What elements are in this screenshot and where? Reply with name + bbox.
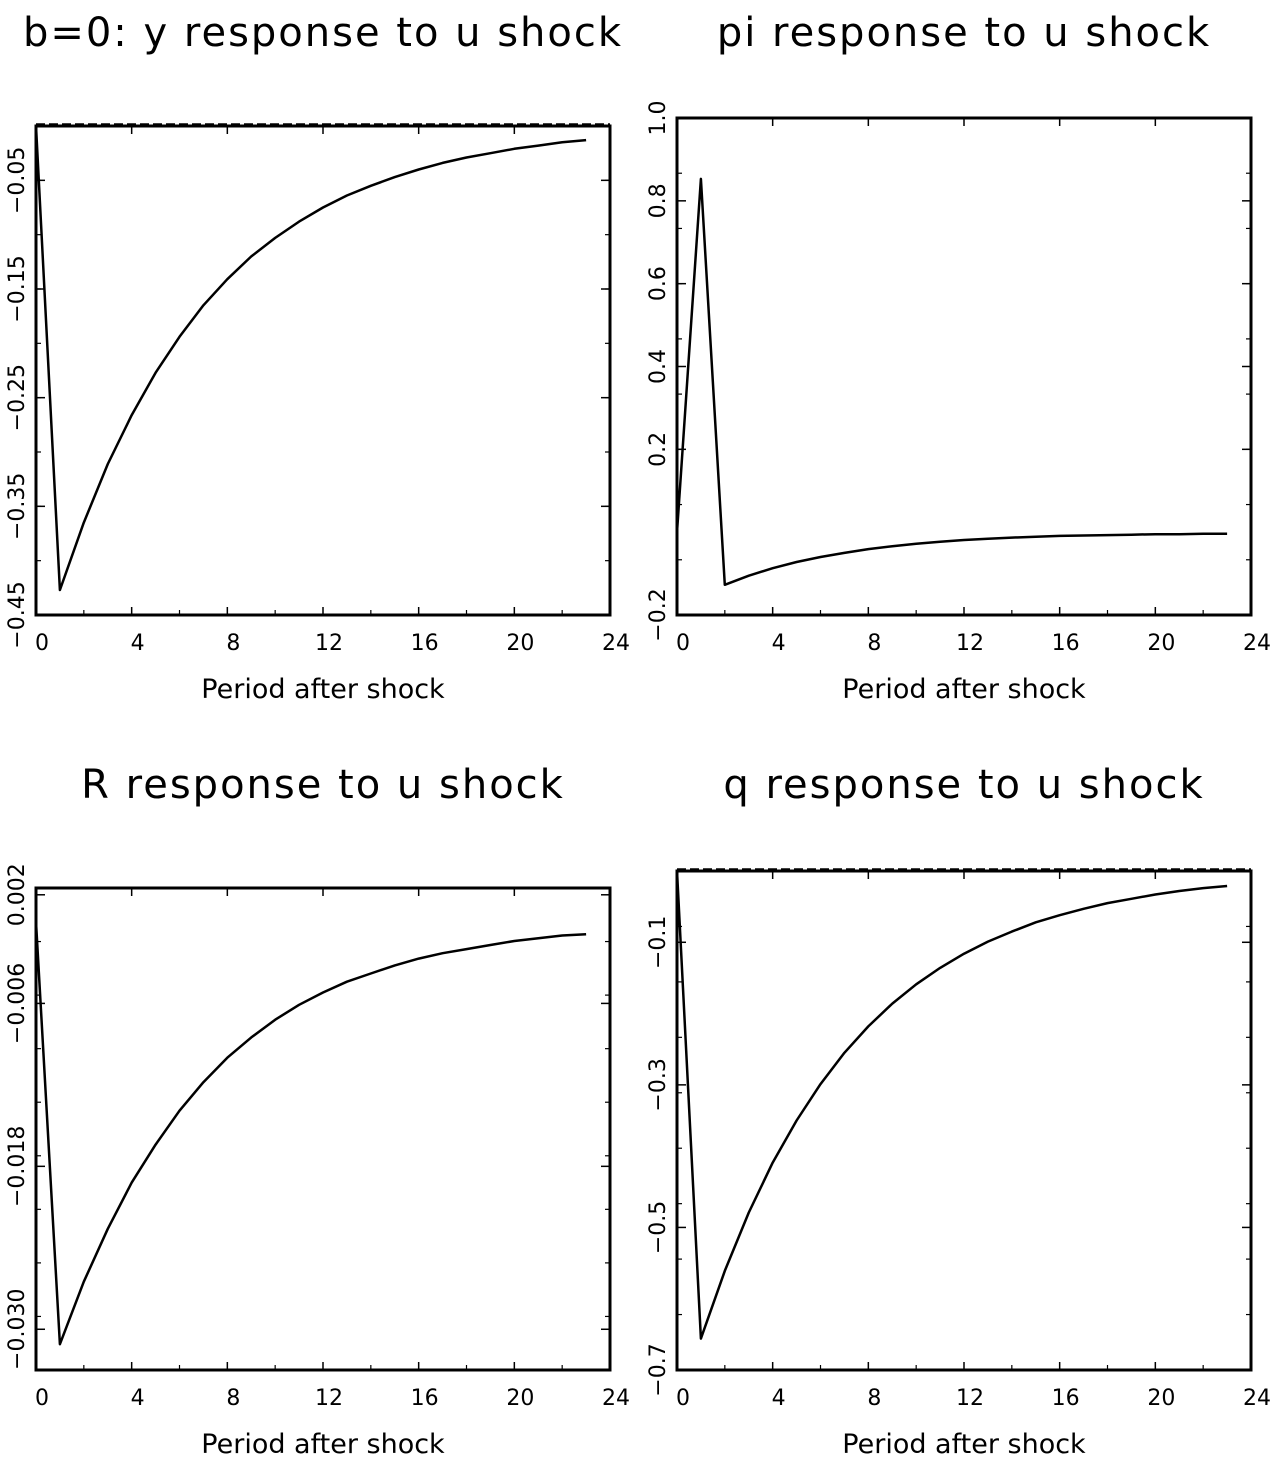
plot-frame bbox=[675, 116, 1253, 617]
chart-title: pi response to u shock bbox=[717, 10, 1211, 56]
x-tick-label: 16 bbox=[1052, 1386, 1080, 1411]
y-tick-label: −0.3 bbox=[646, 1058, 671, 1111]
chart-panel-2: pi response to u shock 0 4 8 12 16 20 24 −0.2 0.2… bbox=[646, 10, 1271, 705]
x-tick-label: 12 bbox=[315, 1386, 343, 1411]
response-line bbox=[675, 177, 1228, 587]
y-tick-label: 0.2 bbox=[646, 432, 671, 467]
chart-panel-3: R response to u shock 0 4 8 12 16 20 24 −0.030 −0… bbox=[5, 762, 630, 1460]
x-tick-label: 12 bbox=[956, 1386, 984, 1411]
y-tick-label: −0.018 bbox=[5, 1126, 30, 1207]
x-axis-label: Period after shock bbox=[842, 1429, 1086, 1460]
chart-title: q response to u shock bbox=[723, 762, 1204, 808]
y-tick-label: −0.5 bbox=[646, 1201, 671, 1254]
x-axis-label: Period after shock bbox=[842, 674, 1086, 705]
x-tick-label: 4 bbox=[131, 1386, 145, 1411]
y-tick-label: −0.030 bbox=[5, 1289, 30, 1370]
x-tick-label: 8 bbox=[226, 1386, 240, 1411]
x-tick-label: 4 bbox=[772, 631, 786, 656]
chart-panel-4: q response to u shock 0 4 8 12 16 20 24 −0.7 −0.5… bbox=[646, 762, 1271, 1460]
x-tick-label: 16 bbox=[1052, 631, 1080, 656]
x-tick-label: 16 bbox=[411, 1386, 439, 1411]
x-tick-label: 0 bbox=[676, 1386, 690, 1411]
x-axis-label: Period after shock bbox=[201, 674, 445, 705]
x-tick-label: 20 bbox=[506, 631, 534, 656]
x-tick-label: 12 bbox=[956, 631, 984, 656]
x-axis-label: Period after shock bbox=[201, 1429, 445, 1460]
x-tick-label: 8 bbox=[867, 631, 881, 656]
plot-frame bbox=[675, 869, 1253, 1372]
y-tick-label: −0.2 bbox=[646, 588, 671, 641]
x-tick-label: 16 bbox=[411, 631, 439, 656]
y-tick-label: −0.35 bbox=[5, 473, 30, 540]
x-tick-label: 24 bbox=[602, 1386, 630, 1411]
y-tick-label: −0.7 bbox=[646, 1343, 671, 1396]
x-tick-label: 24 bbox=[602, 631, 630, 656]
x-tick-label: 8 bbox=[867, 1386, 881, 1411]
response-line bbox=[34, 125, 587, 592]
plot-frame bbox=[34, 124, 612, 617]
y-tick-label: −0.006 bbox=[5, 963, 30, 1044]
chart-title: R response to u shock bbox=[81, 762, 565, 808]
y-tick-label: −0.05 bbox=[5, 147, 30, 214]
x-tick-label: 20 bbox=[506, 1386, 534, 1411]
x-tick-label: 20 bbox=[1147, 1386, 1175, 1411]
x-tick-label: 20 bbox=[1147, 631, 1175, 656]
y-tick-label: 0.4 bbox=[646, 349, 671, 384]
x-tick-label: 8 bbox=[226, 631, 240, 656]
y-tick-label: 1.0 bbox=[646, 101, 671, 136]
y-tick-label: 0.8 bbox=[646, 183, 671, 218]
response-line bbox=[34, 921, 587, 1346]
y-tick-label: −0.1 bbox=[646, 916, 671, 969]
x-tick-label: 24 bbox=[1243, 631, 1271, 656]
x-tick-label: 0 bbox=[35, 631, 49, 656]
y-tick-label: −0.15 bbox=[5, 255, 30, 322]
chart-title: b=0: y response to u shock bbox=[23, 10, 623, 56]
x-tick-label: 12 bbox=[315, 631, 343, 656]
x-tick-label: 24 bbox=[1243, 1386, 1271, 1411]
y-tick-label: 0.002 bbox=[5, 863, 30, 926]
x-tick-label: 0 bbox=[676, 631, 690, 656]
x-tick-label: 4 bbox=[131, 631, 145, 656]
response-line bbox=[675, 870, 1228, 1340]
x-tick-label: 0 bbox=[35, 1386, 49, 1411]
y-tick-label: 0.6 bbox=[646, 266, 671, 301]
y-tick-label: −0.45 bbox=[5, 581, 30, 648]
chart-panel-1: b=0: y response to u shock 0 4 8 12 16 20 24 −0.… bbox=[5, 10, 630, 705]
x-tick-label: 4 bbox=[772, 1386, 786, 1411]
y-tick-label: −0.25 bbox=[5, 364, 30, 431]
plot-frame bbox=[34, 886, 612, 1372]
